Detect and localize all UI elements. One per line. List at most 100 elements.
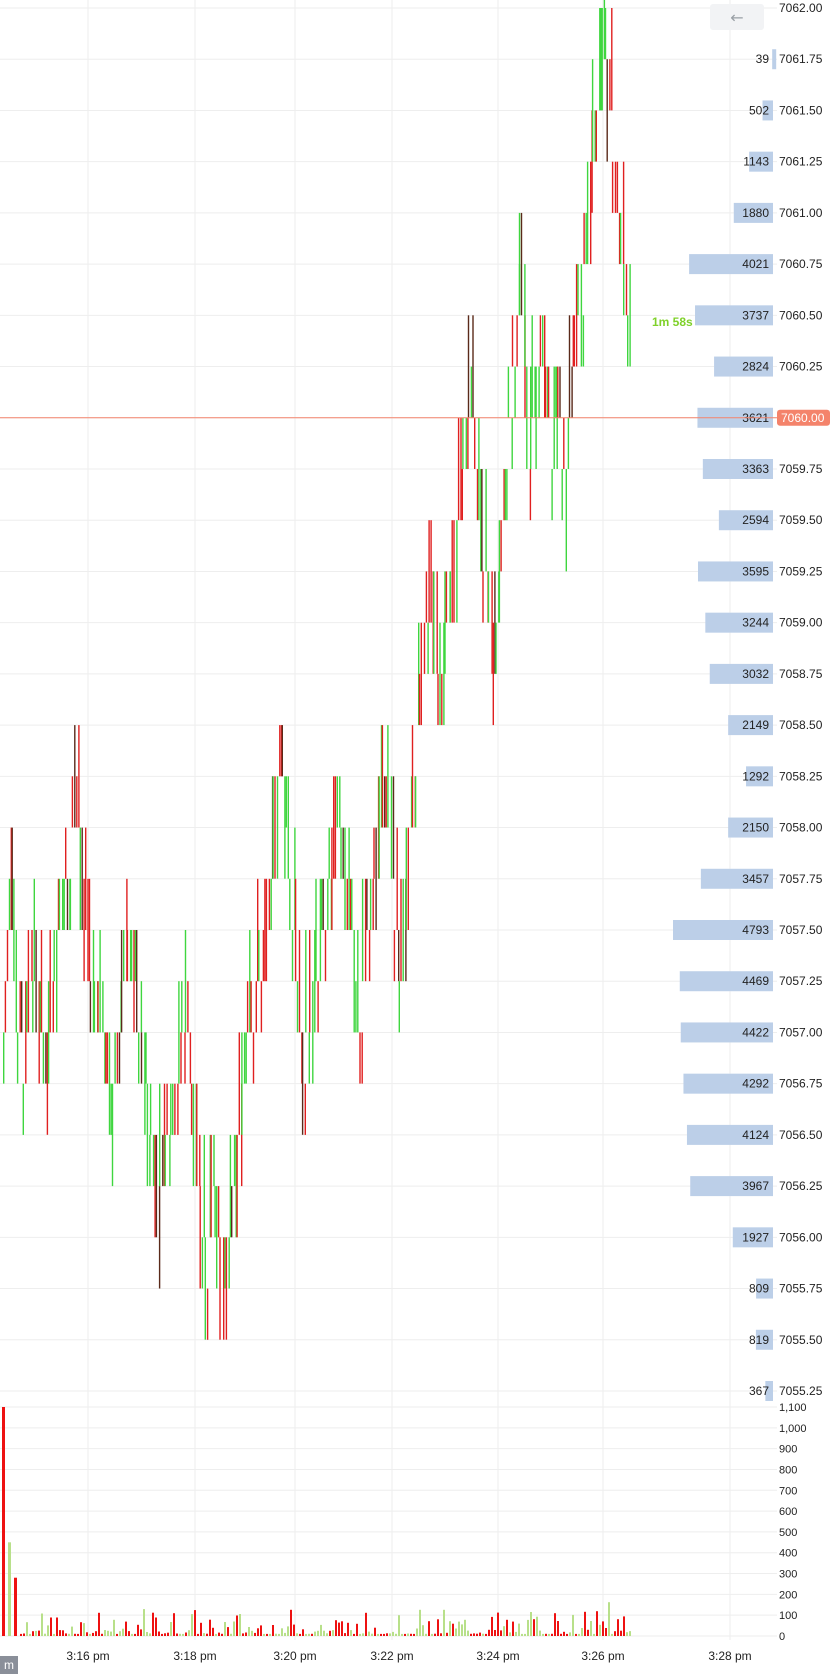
time-axis: 3:16 pm 3:18 pm 3:20 pm 3:22 pm 3:24 pm 3:26 … — [66, 1649, 751, 1663]
tick-bar — [491, 571, 493, 674]
volume-bar — [341, 1621, 343, 1636]
volume-bar — [584, 1611, 586, 1636]
tick-bar — [470, 366, 473, 418]
tick-bar — [45, 1032, 47, 1084]
tick-bar — [214, 1186, 216, 1238]
tick-bar — [378, 776, 380, 879]
tick-bar — [327, 878, 329, 930]
volume-bar — [191, 1614, 193, 1636]
volume-bar — [560, 1633, 562, 1636]
volume-bar — [8, 1542, 11, 1636]
tick-bar — [216, 1186, 218, 1289]
volume-bar — [563, 1631, 565, 1636]
price-tick-label: 7056.25 — [779, 1179, 823, 1193]
tick-bar — [457, 417, 460, 521]
profile-bar — [690, 1176, 773, 1197]
volume-bar — [548, 1633, 550, 1636]
tick-bar — [294, 878, 297, 982]
tick-bar — [361, 1032, 363, 1084]
tick-bar — [289, 878, 291, 930]
tick-bar — [63, 878, 65, 930]
volume-bar — [221, 1633, 223, 1636]
tick-bar — [309, 930, 311, 1033]
tick-bar — [503, 469, 505, 521]
volume-bar — [152, 1612, 154, 1636]
tick-bar — [199, 1186, 201, 1289]
tick-bar — [436, 571, 438, 674]
volume-bar — [539, 1630, 541, 1636]
volume-bar — [293, 1624, 295, 1636]
volume-bar — [497, 1612, 499, 1636]
time-tick-label: 3:22 pm — [370, 1649, 413, 1663]
time-tick-label: 3:16 pm — [66, 1649, 109, 1663]
tick-bar — [467, 315, 470, 418]
tick-bar — [249, 930, 251, 1033]
tick-bar — [57, 878, 60, 930]
price-tick-label: 7060.75 — [779, 257, 823, 271]
tick-bar — [149, 1083, 152, 1135]
tick-bar — [567, 417, 570, 469]
tick-bar — [76, 776, 78, 828]
volume-bar — [14, 1577, 17, 1636]
back-arrow-icon[interactable]: ← — [710, 4, 764, 30]
tick-bar — [136, 930, 138, 1033]
tick-bar — [444, 571, 446, 674]
tick-bar — [258, 930, 260, 982]
tick-bar — [152, 1134, 155, 1187]
price-tick-label: 7057.25 — [779, 974, 823, 988]
tick-bar — [241, 1083, 243, 1187]
tick-bar — [133, 930, 135, 1033]
volume-bar — [431, 1633, 433, 1636]
tick-bar — [177, 1083, 179, 1135]
tick-bar — [577, 264, 579, 316]
volume-bar — [176, 1633, 178, 1636]
time-tick-label: 3:26 pm — [581, 1649, 624, 1663]
tick-bar — [445, 571, 448, 623]
tick-bar — [572, 315, 574, 367]
profile-bar-label: 1292 — [742, 769, 769, 783]
volume-tick-label: 300 — [779, 1569, 797, 1581]
tick-bar — [375, 827, 377, 930]
tick-bar — [393, 930, 396, 982]
volume-bar — [173, 1613, 175, 1636]
last-price-label: 7060.00 — [781, 411, 825, 425]
volume-bar — [479, 1632, 481, 1636]
tick-bar — [81, 827, 83, 930]
tick-bar — [172, 1083, 174, 1135]
tick-bar — [518, 264, 521, 316]
tick-bar — [53, 930, 55, 982]
price-tick-label: 7061.00 — [779, 206, 823, 220]
tick-bar — [111, 1083, 114, 1187]
tick-bar — [155, 1134, 158, 1238]
tick-bar — [46, 1032, 49, 1135]
tick-bar — [114, 1032, 116, 1084]
volume-bar — [485, 1633, 487, 1636]
volume-bar — [500, 1630, 502, 1636]
tick-bar — [518, 212, 521, 316]
tick-bar — [529, 469, 532, 521]
volume-bar — [263, 1633, 265, 1636]
tick-bar — [627, 315, 629, 367]
tick-bar — [71, 776, 74, 828]
tick-bar — [520, 212, 523, 316]
profile-bar — [700, 868, 773, 889]
volume-bar — [284, 1632, 286, 1636]
tick-bar — [229, 1134, 232, 1238]
tick-bar — [120, 930, 123, 1033]
profile-bar — [714, 356, 773, 377]
volume-bar — [344, 1633, 346, 1636]
volume-bar — [290, 1609, 292, 1636]
profile-bar-label: 502 — [749, 103, 769, 117]
tick-bar — [516, 315, 518, 367]
tick-bar — [614, 161, 617, 213]
volume-bar — [167, 1632, 169, 1636]
price-tick-label: 7055.75 — [779, 1282, 823, 1296]
profile-bar — [718, 510, 773, 531]
tick-bar — [351, 878, 353, 930]
volume-bar — [416, 1628, 418, 1636]
profile-bar-label: 4292 — [742, 1077, 769, 1091]
tick-bar — [312, 981, 314, 1084]
tick-bar — [372, 878, 374, 930]
volume-bar — [308, 1633, 310, 1636]
